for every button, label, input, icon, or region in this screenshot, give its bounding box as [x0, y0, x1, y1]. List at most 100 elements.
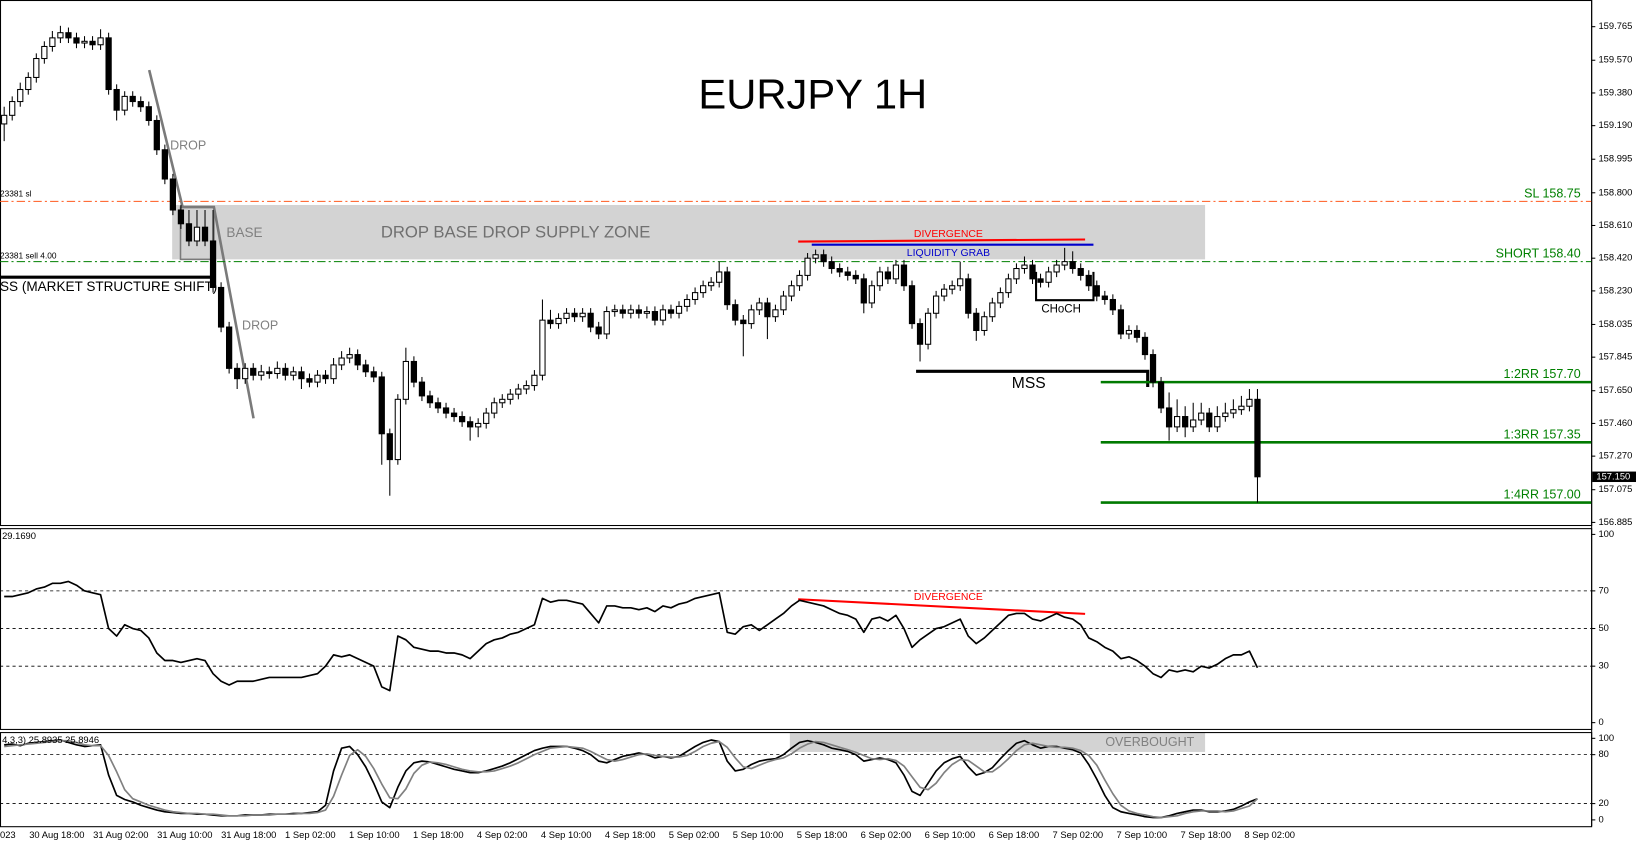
candle-body [1037, 278, 1044, 283]
candle-body [836, 267, 843, 273]
annotation: DROP [242, 319, 278, 333]
candle-body [137, 101, 144, 108]
candle-body [515, 388, 522, 395]
candle-body [1206, 412, 1213, 428]
candle-body [756, 302, 763, 311]
candle-body [17, 88, 24, 103]
candle-body [740, 319, 747, 325]
candle-body [258, 371, 265, 376]
candle-body [402, 360, 409, 400]
candle-body [1053, 264, 1060, 273]
y-tick-label: 158.230 [1598, 284, 1632, 295]
candle-body [555, 317, 562, 325]
candle-body [1045, 271, 1052, 283]
y-tick-label: 158.995 [1598, 153, 1632, 164]
candle-body [812, 254, 819, 259]
indicator-line [4, 739, 1259, 819]
candle-body [1061, 261, 1068, 266]
x-tick-label: 1 Sep 18:00 [413, 829, 464, 840]
y-tick-label: 159.190 [1598, 119, 1632, 130]
candle-body [1254, 398, 1261, 478]
candle-body [868, 285, 875, 304]
y-tick-label: 158.800 [1598, 186, 1632, 197]
level-label: 1:4RR 157.00 [1504, 488, 1581, 502]
base-box [179, 206, 215, 261]
candle-body [250, 367, 257, 376]
y-tick-label: 157.075 [1598, 483, 1632, 494]
x-tick-label: 5 Sep 10:00 [733, 829, 784, 840]
candle-body [378, 376, 385, 435]
candle-body [1, 114, 8, 125]
candle-body [595, 326, 602, 335]
candle-body [1149, 354, 1157, 383]
candle-body [153, 119, 160, 151]
candle-body [916, 323, 924, 345]
candle-body [177, 209, 185, 225]
candle-body [394, 398, 401, 461]
candle-body [57, 32, 64, 39]
candle-body [338, 357, 345, 366]
y-tick-label: 157.650 [1598, 384, 1632, 395]
annotation: LIQUIDITY GRAB [907, 248, 990, 259]
candle-body [965, 278, 972, 314]
y-tick-label: 159.380 [1598, 86, 1632, 97]
candle-body [708, 281, 715, 287]
candle-body [442, 407, 450, 414]
x-tick-label: 5 Sep 18:00 [797, 829, 848, 840]
candle-body [764, 302, 771, 318]
annotation: SS (MARKET STRUCTURE SHIFT) [0, 279, 217, 294]
candle-body [659, 309, 667, 321]
candle-body [820, 254, 827, 263]
level-label: 1:2RR 157.70 [1504, 367, 1581, 381]
candle-body [105, 37, 112, 91]
x-tick-label: 7 Sep 10:00 [1117, 829, 1168, 840]
candle-body [892, 264, 900, 280]
candle-body [691, 292, 699, 301]
candle-body [161, 149, 168, 180]
candle-body [97, 37, 104, 46]
x-tick-label: 31 Aug 02:00 [93, 829, 148, 840]
candle-body [884, 271, 892, 280]
candle-body [949, 285, 956, 290]
annotation: CHoCH [1041, 304, 1081, 316]
candle-body [1141, 336, 1149, 356]
candle-body [9, 101, 16, 116]
candle-body [145, 106, 152, 122]
candle-body [651, 311, 659, 321]
candle-body [65, 32, 72, 39]
candle-body [410, 360, 418, 383]
level-label: SHORT 158.40 [1496, 247, 1581, 261]
candle-body [997, 292, 1004, 304]
candle-body [298, 371, 305, 380]
candle-body [699, 285, 707, 294]
x-tick-label: 7 Sep 18:00 [1180, 829, 1231, 840]
candle-body [217, 286, 225, 328]
y-tick-label: 159.570 [1598, 54, 1632, 65]
candle-body [121, 95, 128, 111]
candle-body [908, 285, 916, 325]
candle-body [330, 364, 337, 380]
candle-body [322, 374, 329, 380]
y-tick-label: 0 [1598, 813, 1603, 824]
candle-body [989, 302, 996, 318]
candle-body [1101, 295, 1108, 301]
panel-frame [0, 732, 1593, 828]
annotation: OVERBOUGHT [1105, 735, 1194, 749]
candle-body [499, 398, 506, 404]
candle-body [209, 240, 217, 288]
last-price-box [1592, 471, 1636, 483]
candle-body [1165, 407, 1173, 428]
candle-body [973, 312, 980, 332]
candle-body [81, 40, 88, 44]
candle-body [234, 367, 241, 380]
candle-body [458, 416, 466, 423]
candle-body [1125, 329, 1133, 335]
level-label: 1:3RR 157.35 [1504, 427, 1581, 441]
y-tick-label: 158.610 [1598, 219, 1632, 230]
candle-body [957, 278, 964, 287]
supply-zone [172, 204, 1206, 260]
candle-body [1246, 398, 1253, 407]
candle-body [266, 371, 273, 375]
candle-body [33, 58, 40, 78]
candle-body [370, 371, 377, 378]
